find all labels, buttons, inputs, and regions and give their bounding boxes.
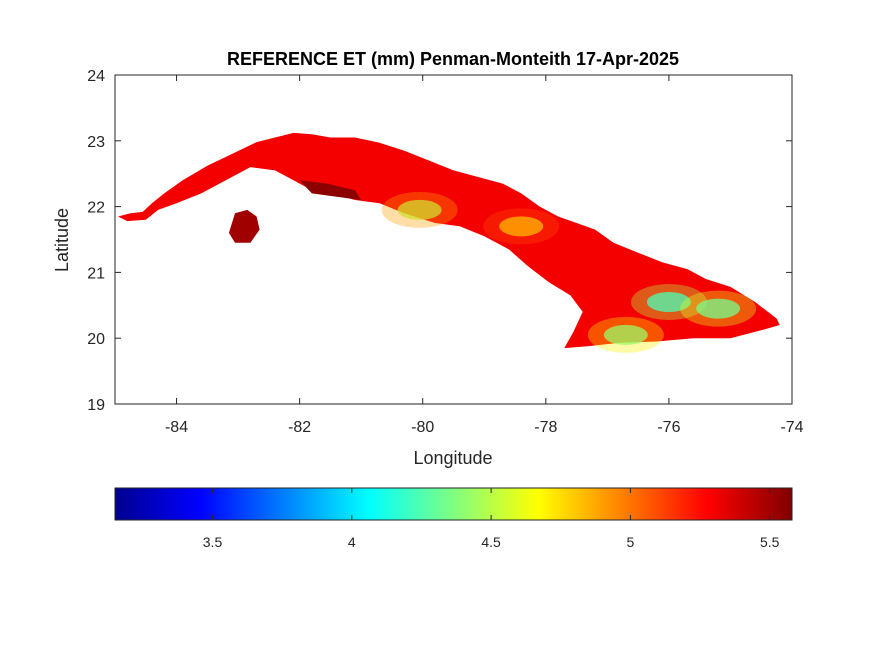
colorbar-ticks: 3.5 4 4.5 5 5.5 — [203, 488, 780, 550]
y-tick-label: 23 — [87, 134, 105, 151]
et-hotspot-halo — [630, 284, 707, 321]
x-tick-label: -78 — [534, 419, 557, 436]
colorbar-tick-label: 4.5 — [481, 534, 501, 550]
y-axis-label: Latitude — [52, 208, 72, 272]
y-tick-label: 22 — [87, 200, 105, 217]
x-tick-label: -76 — [657, 419, 680, 436]
y-axis: 19 20 21 22 23 24 — [87, 68, 792, 414]
cuba-main-island — [118, 132, 780, 349]
et-map-layer — [118, 132, 780, 353]
isla-juventud — [228, 209, 260, 243]
x-tick-label: -80 — [411, 419, 434, 436]
x-tick-label: -74 — [780, 419, 803, 436]
y-tick-label: 19 — [87, 397, 105, 414]
y-tick-label: 20 — [87, 331, 105, 348]
et-hotspot — [646, 292, 691, 313]
et-hotspot-halo — [680, 290, 757, 327]
colorbar-tick-label: 5 — [627, 534, 635, 550]
x-axis-label: Longitude — [413, 448, 492, 468]
y-tick-label: 21 — [87, 265, 105, 282]
x-tick-label: -82 — [288, 419, 311, 436]
et-hotspot-halo — [483, 208, 560, 245]
plot-area — [115, 75, 792, 404]
et-hotspot — [696, 298, 741, 319]
x-tick-label: -84 — [165, 419, 188, 436]
et-hotspot-halo — [381, 191, 458, 228]
et-hotspot — [397, 199, 442, 220]
et-hotspot — [499, 216, 544, 237]
colorbar-tick-label: 3.5 — [203, 534, 223, 550]
colorbar — [114, 487, 793, 521]
zapata-peninsula — [299, 180, 362, 200]
et-hotspot — [603, 324, 648, 345]
y-tick-label: 24 — [87, 68, 105, 85]
x-axis: -84 -82 -80 -78 -76 -74 — [165, 75, 804, 436]
plot-frame — [114, 74, 793, 405]
colorbar-tick-label: 5.5 — [760, 534, 780, 550]
chart-title: REFERENCE ET (mm) Penman-Monteith 17-Apr… — [227, 49, 679, 69]
colorbar-tick-label: 4 — [348, 534, 356, 550]
et-hotspot-halo — [587, 316, 664, 353]
